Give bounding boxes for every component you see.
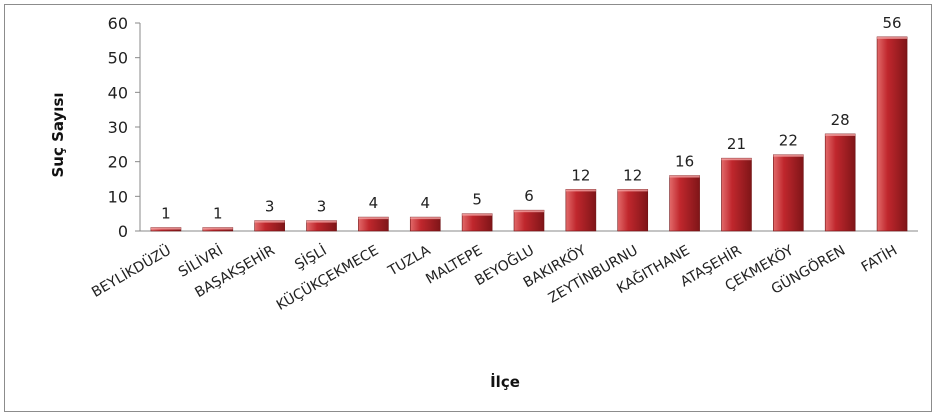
y-tick-label: 40 <box>108 83 128 102</box>
bar <box>461 213 493 232</box>
data-label: 4 <box>369 194 379 212</box>
y-axis: 0 10 20 30 40 50 60 <box>108 14 141 241</box>
bar-highlight <box>877 36 908 39</box>
category-label: KÜÇÜKÇEKMECE <box>273 241 381 314</box>
data-label: 21 <box>727 135 746 153</box>
y-tick-label: 50 <box>108 49 128 68</box>
bar <box>358 216 389 232</box>
category-label: FATİH <box>858 241 900 276</box>
bar-highlight <box>462 213 493 216</box>
data-label: 1 <box>161 205 171 223</box>
bar-highlight <box>150 227 181 230</box>
bar-highlight <box>825 133 856 136</box>
y-axis-title: Suç Sayısı <box>49 92 67 177</box>
bar <box>824 133 856 232</box>
bar <box>617 189 649 232</box>
bar <box>669 175 700 232</box>
bar-highlight <box>773 154 804 157</box>
y-tick-label: 20 <box>108 153 128 172</box>
bar-highlight <box>306 220 337 223</box>
data-label: 28 <box>831 111 850 129</box>
bar <box>409 216 441 232</box>
data-label: 22 <box>779 132 798 150</box>
bar-highlight <box>721 158 752 161</box>
data-label: 3 <box>265 198 275 216</box>
data-label: 1 <box>213 205 223 223</box>
bars-group <box>150 36 908 232</box>
data-label: 6 <box>524 187 534 205</box>
bar <box>773 154 804 232</box>
bar-highlight <box>410 217 441 220</box>
data-label: 3 <box>317 198 327 216</box>
bar <box>721 157 752 232</box>
bar-highlight <box>669 175 700 178</box>
category-label: ŞİŞLİ <box>291 241 329 274</box>
data-label: 12 <box>571 166 590 184</box>
bar-highlight <box>617 189 648 192</box>
data-label: 4 <box>420 194 430 212</box>
category-label: ZEYTİNBURNU <box>545 241 641 307</box>
y-tick-label: 10 <box>108 187 128 206</box>
y-tick-label: 0 <box>118 222 128 241</box>
bar <box>513 209 545 232</box>
bar-highlight <box>358 217 389 220</box>
bar-highlight <box>565 189 596 192</box>
data-label: 12 <box>623 166 642 184</box>
category-label: BEYLİKDÜZÜ <box>88 241 174 301</box>
bar-highlight <box>254 220 285 223</box>
bar <box>565 189 597 232</box>
bar-highlight <box>514 210 544 213</box>
x-axis-title: İlçe <box>490 372 520 391</box>
y-tick-label: 30 <box>108 118 128 137</box>
data-label: 16 <box>675 153 694 171</box>
y-tick-label: 60 <box>108 14 128 33</box>
bar-highlight <box>202 227 233 230</box>
data-label: 56 <box>883 14 902 32</box>
bar <box>876 36 908 232</box>
data-label: 5 <box>472 191 482 209</box>
